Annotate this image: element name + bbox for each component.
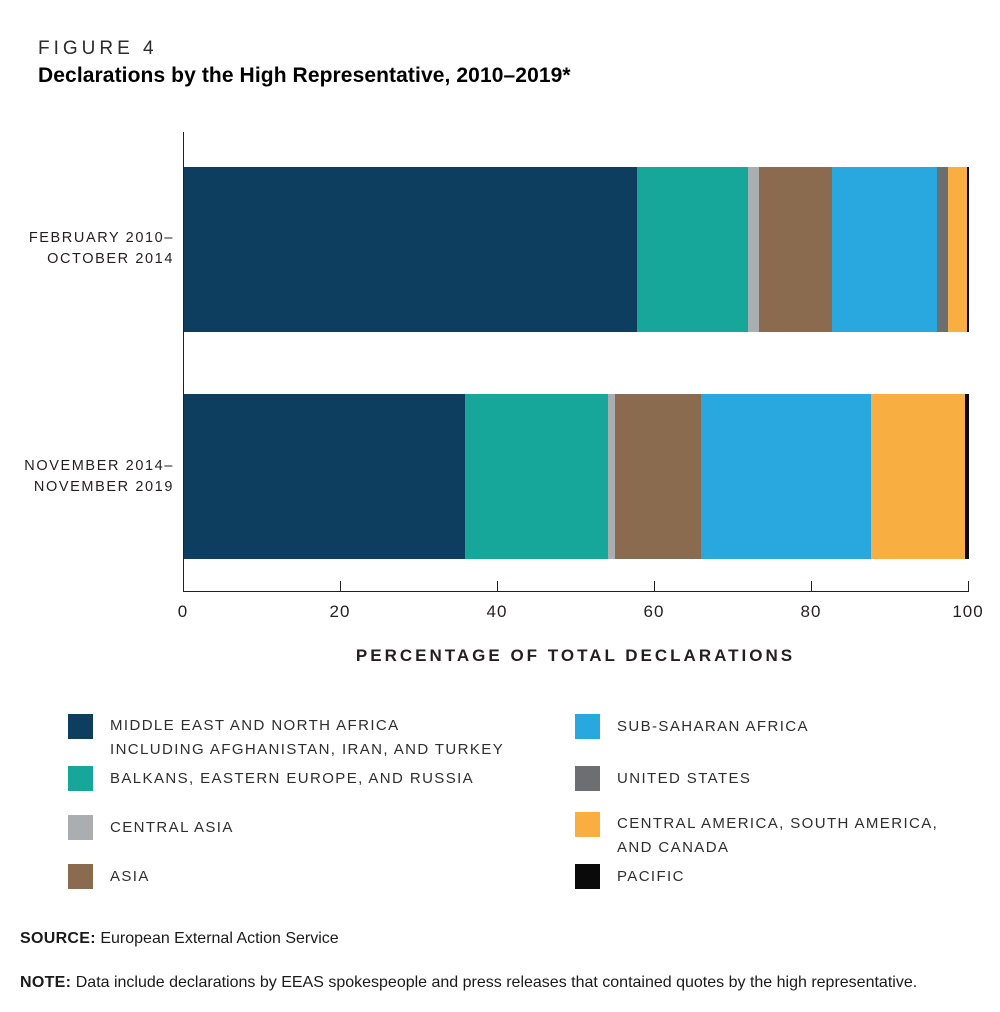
legend-item-middle-east-north-africa: MIDDLE EAST AND NORTH AFRICA INCLUDING A… [68,714,504,762]
bar-segment [947,167,967,332]
legend-label: UNITED STATES [617,769,752,787]
row-label-line: NOVEMBER 2019 [33,479,174,495]
note-label: NOTE: [20,974,72,991]
x-axis-tick-label: 60 [643,602,665,621]
legend-item-central-asia: CENTRAL ASIA [68,815,234,840]
legend-label: CENTRAL AMERICA, SOUTH AMERICA, [617,815,939,832]
x-axis-tick-label: 20 [329,602,351,621]
note-text: Data include declarations by EEAS spokes… [75,974,918,991]
bar-segment [747,167,760,332]
legend-swatch [68,714,93,739]
bar-segment [936,167,948,332]
legend-label: PACIFIC [617,867,685,885]
x-axis-tick [811,581,812,591]
y-axis-label-period-2: NOVEMBER 2014– NOVEMBER 2019 [9,456,174,498]
bar-segment [966,167,969,332]
stacked-bar-period-1 [184,167,969,332]
bar-segment [184,167,637,332]
y-axis-label-period-1: FEBRUARY 2010– OCTOBER 2014 [9,228,174,270]
legend-swatch [575,812,600,837]
legend-label: INCLUDING AFGHANISTAN, IRAN, AND TURKEY [110,741,505,758]
figure-number: FIGURE 4 [38,38,158,59]
bar-segment [831,167,937,332]
legend-label: SUB-SAHARAN AFRICA [617,717,809,735]
legend-item-pacific: PACIFIC [575,864,685,889]
x-axis-tick-label: 40 [486,602,508,621]
source-line: SOURCE: European External Action Service [20,930,339,948]
row-label-line: FEBRUARY 2010– [28,230,174,246]
legend-swatch [68,766,93,791]
legend-swatch [68,815,93,840]
legend-label: MIDDLE EAST AND NORTH AFRICA [110,717,400,734]
legend-item-asia: ASIA [68,864,150,889]
bar-segment [701,394,871,559]
x-axis-tick-label: 100 [952,602,984,621]
x-axis-tick-labels: 0 20 40 60 80 100 [178,602,983,624]
bar-segment [465,394,608,559]
x-axis-tick-label: 80 [800,602,822,621]
figure-title: Declarations by the High Representative,… [38,64,571,87]
x-axis-tick [968,581,969,591]
row-label-line: NOVEMBER 2014– [24,458,174,474]
legend-item-balkans-eastern-europe-russia: BALKANS, EASTERN EUROPE, AND RUSSIA [68,766,474,791]
legend-item-united-states: UNITED STATES [575,766,751,791]
bar-segment [607,394,615,559]
legend-label: ASIA [110,867,150,885]
legend-swatch [575,864,600,889]
x-axis-tick [340,581,341,591]
plot-area: FEBRUARY 2010– OCTOBER 2014 NOVEMBER 201… [24,132,969,592]
x-axis-tick [497,581,498,591]
bar-segment [759,167,832,332]
legend-label: BALKANS, EASTERN EUROPE, AND RUSSIA [110,769,475,787]
bar-segment [614,394,702,559]
bar-segment [184,394,466,559]
legend-swatch [68,864,93,889]
source-label: SOURCE: [20,930,96,947]
stacked-bar-period-2 [184,394,969,559]
x-axis-title: PERCENTAGE OF TOTAL DECLARATIONS [355,646,796,665]
x-axis-tick [654,581,655,591]
row-label-line: OCTOBER 2014 [47,251,174,267]
legend-item-central-america-south-america-canada: CENTRAL AMERICA, SOUTH AMERICA, AND CANA… [575,812,938,860]
note-line: NOTE: Data include declarations by EEAS … [20,974,917,992]
legend-item-sub-saharan-africa: SUB-SAHARAN AFRICA [575,714,809,739]
source-text: European External Action Service [100,930,339,947]
x-axis-tick-label: 0 [177,602,189,621]
bar-segment [965,394,969,559]
legend-label: CENTRAL ASIA [110,818,234,836]
legend-swatch [575,766,600,791]
bar-segment [636,167,748,332]
bar-segment [870,394,966,559]
legend-label: AND CANADA [617,839,730,856]
legend-swatch [575,714,600,739]
